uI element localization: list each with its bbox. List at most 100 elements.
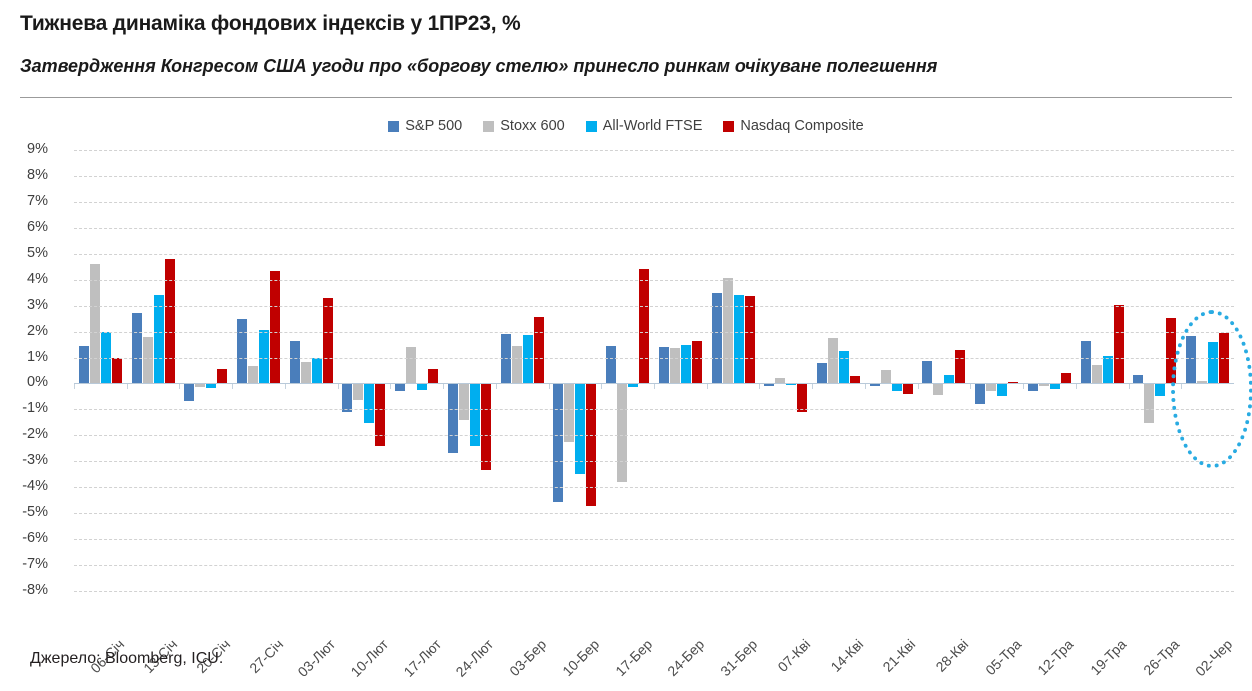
bar-group bbox=[284, 150, 338, 591]
bar-all-world-ftse bbox=[997, 383, 1008, 397]
gridline bbox=[74, 279, 1234, 281]
bar-group bbox=[179, 150, 232, 591]
bar-nasdaq-composite bbox=[586, 383, 597, 506]
bar-group bbox=[759, 150, 812, 591]
bar-all-world-ftse bbox=[891, 383, 902, 392]
bar-nasdaq-composite bbox=[164, 259, 175, 384]
y-axis-tick-label: -5% bbox=[22, 504, 48, 521]
x-axis-label: 05-Тра bbox=[981, 636, 1025, 679]
bar-nasdaq-composite bbox=[428, 369, 439, 384]
y-axis-tick-label: 5% bbox=[27, 244, 48, 261]
y-axis-tick-label: -1% bbox=[22, 400, 48, 417]
bar-nasdaq-composite bbox=[639, 269, 650, 384]
bar-all-world-ftse bbox=[417, 383, 428, 391]
bar-s-p-500 bbox=[817, 362, 828, 384]
bar-group bbox=[812, 150, 865, 591]
legend-label: Stoxx 600 bbox=[500, 118, 565, 134]
y-axis-tick-label: 8% bbox=[27, 166, 48, 183]
chart-legend: S&P 500 Stoxx 600 All-World FTSE Nasdaq Com… bbox=[0, 118, 1252, 134]
gridline bbox=[74, 253, 1234, 255]
x-axis-tick bbox=[495, 383, 497, 390]
x-axis-tick bbox=[864, 383, 866, 390]
y-axis-tick-label: -4% bbox=[22, 478, 48, 495]
bar-group bbox=[548, 150, 602, 591]
x-axis-tick bbox=[337, 383, 339, 390]
bar-nasdaq-composite bbox=[691, 340, 702, 384]
bar-s-p-500 bbox=[447, 383, 458, 453]
x-axis-label: 10-Лют bbox=[347, 636, 392, 680]
bar-all-world-ftse bbox=[944, 375, 955, 384]
bar-s-p-500 bbox=[1186, 335, 1197, 384]
bar-all-world-ftse bbox=[469, 383, 480, 446]
bar-s-p-500 bbox=[711, 293, 722, 384]
bar-stoxx-600 bbox=[458, 383, 469, 421]
x-axis-label: 03-Бер bbox=[506, 636, 550, 680]
bar-all-world-ftse bbox=[522, 335, 533, 384]
bar-nasdaq-composite bbox=[1113, 304, 1124, 384]
bar-group bbox=[970, 150, 1023, 591]
bar-s-p-500 bbox=[1133, 375, 1144, 384]
gridline bbox=[74, 513, 1234, 515]
bar-all-world-ftse bbox=[206, 383, 217, 389]
x-axis-tick bbox=[917, 383, 919, 390]
bar-s-p-500 bbox=[289, 341, 300, 384]
bar-all-world-ftse bbox=[628, 383, 639, 387]
legend-item-4[interactable]: Nasdaq Composite bbox=[723, 118, 864, 134]
bar-nasdaq-composite bbox=[850, 375, 861, 384]
bar-all-world-ftse bbox=[1102, 355, 1113, 384]
bar-nasdaq-composite bbox=[270, 271, 281, 384]
bar-group bbox=[706, 150, 760, 591]
x-axis-label: 27-Січ bbox=[245, 636, 286, 677]
bar-group bbox=[1128, 150, 1182, 591]
y-axis-tick-label: -3% bbox=[22, 452, 48, 469]
bar-all-world-ftse bbox=[364, 383, 375, 424]
bar-all-world-ftse bbox=[1155, 383, 1166, 397]
bar-s-p-500 bbox=[658, 347, 669, 384]
gridline bbox=[74, 435, 1234, 437]
gridline bbox=[74, 331, 1234, 333]
y-axis-tick-label: 7% bbox=[27, 192, 48, 209]
x-axis-tick bbox=[74, 383, 75, 390]
x-axis-label: 02-Чер bbox=[1191, 636, 1235, 680]
x-axis-tick bbox=[179, 383, 181, 390]
bar-all-world-ftse bbox=[680, 344, 691, 384]
x-axis-label: 17-Бер bbox=[611, 636, 655, 680]
x-axis-tick bbox=[126, 383, 128, 390]
legend-item-3[interactable]: All-World FTSE bbox=[585, 118, 702, 134]
gridline bbox=[74, 487, 1234, 489]
y-axis-tick-label: -8% bbox=[22, 582, 48, 598]
x-axis-label: 24-Бер bbox=[664, 636, 708, 680]
bar-nasdaq-composite bbox=[375, 383, 386, 446]
bar-all-world-ftse bbox=[153, 295, 164, 384]
gridline bbox=[74, 357, 1234, 359]
bar-stoxx-600 bbox=[248, 366, 259, 384]
x-axis-tick bbox=[1128, 383, 1130, 390]
x-axis-tick bbox=[284, 383, 286, 390]
x-axis-labels: 06-Січ 13-Січ 20-Січ 27-Січ 03-Лют 10-Лют 17-Л… bbox=[74, 592, 1235, 680]
y-axis-tick-label: 3% bbox=[27, 296, 48, 313]
bar-group bbox=[654, 150, 707, 591]
gridline bbox=[74, 565, 1234, 567]
bar-series-container bbox=[74, 150, 1234, 591]
legend-item-2[interactable]: Stoxx 600 bbox=[483, 118, 565, 134]
plot-area: 9% 8% 7% 6% 5% 4% 3% 2% 1% 0% -1% -2% -3% -4% -5% -6% -7… bbox=[22, 141, 1234, 598]
legend-item-1[interactable]: S&P 500 bbox=[388, 118, 462, 134]
gridline bbox=[74, 461, 1234, 463]
x-axis-tick bbox=[390, 383, 392, 390]
bar-nasdaq-composite bbox=[797, 383, 808, 412]
bar-nasdaq-composite bbox=[1008, 381, 1019, 384]
gridline bbox=[74, 201, 1234, 203]
x-axis-tick bbox=[548, 383, 550, 390]
y-axis-tick-label: -6% bbox=[22, 530, 48, 547]
bar-stoxx-600 bbox=[406, 347, 417, 384]
bar-s-p-500 bbox=[869, 383, 880, 387]
legend-swatch-icon bbox=[483, 120, 495, 132]
y-axis-tick-label: 6% bbox=[27, 218, 48, 235]
bar-stoxx-600 bbox=[986, 383, 997, 391]
x-axis-tick bbox=[232, 383, 234, 390]
x-axis-label: 19-Тра bbox=[1087, 636, 1130, 679]
bar-s-p-500 bbox=[237, 319, 248, 384]
bar-nasdaq-composite bbox=[322, 297, 333, 384]
bar-s-p-500 bbox=[975, 383, 986, 405]
x-axis-label: 17-Лют bbox=[400, 636, 445, 680]
